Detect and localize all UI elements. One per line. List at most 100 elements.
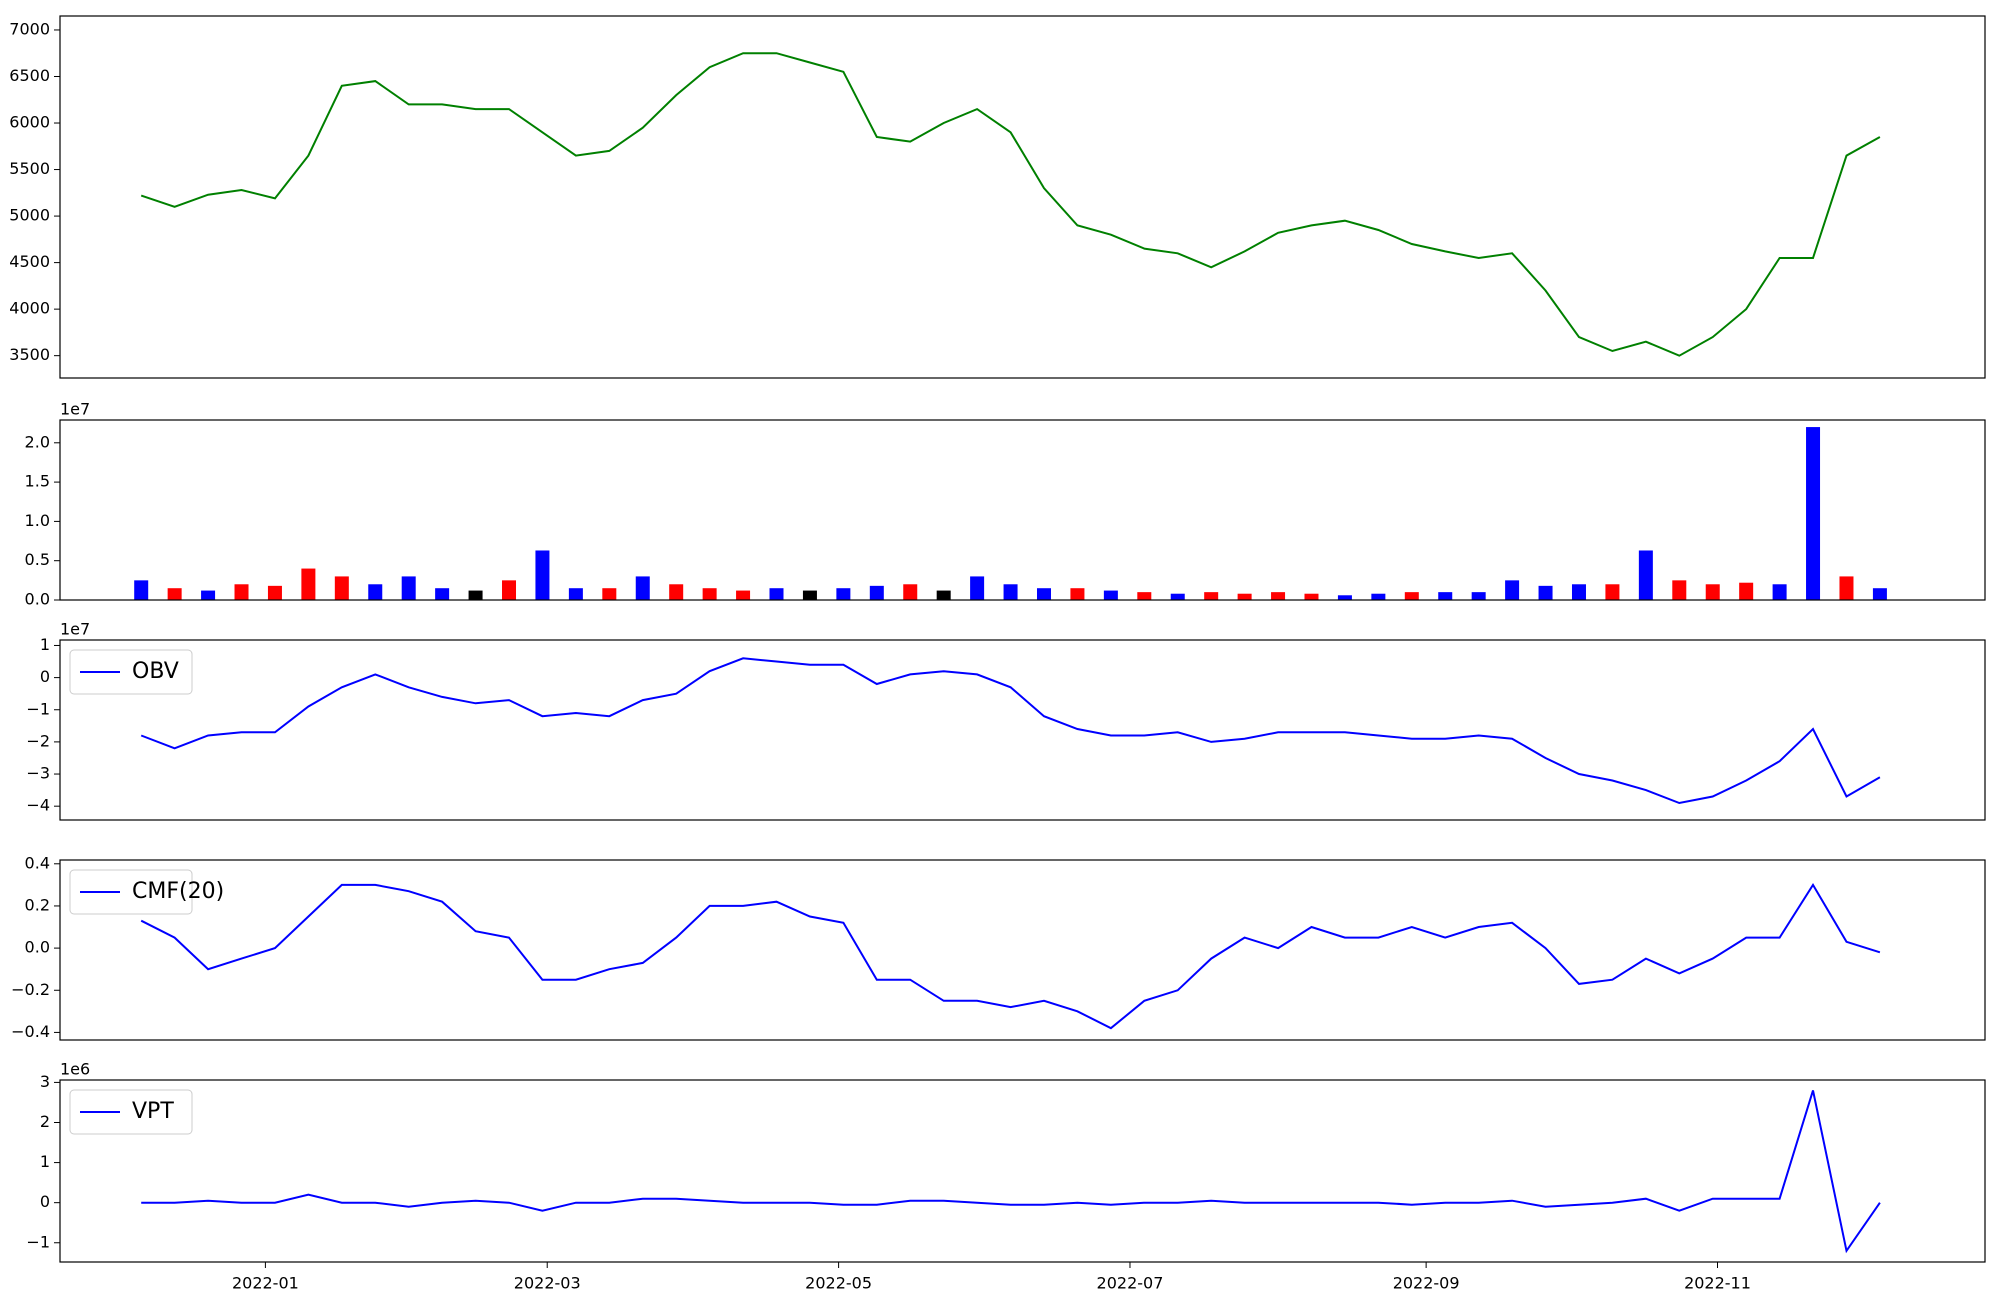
axes-frame [59,639,1986,821]
bar [669,584,684,600]
legend-label: VPT [132,1099,174,1124]
bar [1271,592,1286,600]
y-tick-label: −0.4 [11,1022,50,1041]
line [141,1090,1881,1254]
bar [1371,593,1386,600]
bar [1438,592,1453,600]
bar [134,580,149,600]
bar [1170,593,1185,600]
bar [301,568,316,600]
y-tick-label: 0.2 [25,895,50,914]
bar [1839,576,1854,600]
y-tick-label: 1.0 [25,511,50,530]
bar [702,588,717,600]
bar [869,585,884,600]
bar [802,590,817,600]
bar [602,588,617,600]
y-tick-label: 6500 [9,66,50,85]
bar [1337,595,1352,600]
bar [970,576,985,600]
bar [368,584,383,600]
y-tick-label: 0 [40,1192,50,1211]
x-tick-label: 2022-07 [1097,1274,1164,1293]
x-tick-label: 2022-03 [514,1274,581,1293]
y-tick-label: 3 [40,1072,50,1091]
bar [1705,584,1720,600]
line [140,52,1881,357]
bar [502,580,517,600]
bar [1605,584,1620,600]
y-tick-label: 3500 [9,345,50,364]
y-tick-label: 5000 [9,206,50,225]
y-tick-label: 0.4 [25,853,50,872]
bar [234,584,249,600]
y-tick-label: 1.5 [25,472,50,491]
bar [936,590,951,600]
bar [401,576,416,600]
bar [201,590,216,600]
bar [1471,592,1486,600]
bar [535,550,550,600]
legend-box [69,649,193,695]
bar [1304,593,1319,600]
bar [1739,582,1754,600]
axes-frame [59,859,1986,1041]
bar [435,588,450,600]
y-tick-label: 2.0 [25,432,50,451]
bar [267,585,282,600]
bar [1237,593,1252,600]
bar [1772,584,1787,600]
line [140,657,1881,805]
y-tick-label: 4000 [9,299,50,318]
bar [1003,584,1018,600]
bar [1103,590,1118,600]
y-tick-label: 0.5 [25,550,50,569]
x-tick-label: 2022-05 [805,1274,872,1293]
bar [836,588,851,600]
y-tick-label: 6000 [9,113,50,132]
bar [1638,550,1653,600]
y-tick-label: −4 [26,796,50,815]
bar [167,588,182,600]
bar [568,588,583,600]
y-tick-label: 5500 [9,159,50,178]
offset-label: 1e7 [60,400,90,419]
bar [769,588,784,600]
legend-box [69,869,193,915]
y-tick-label: 1 [40,635,50,654]
legend-label: CMF(20) [132,879,224,904]
y-tick-label: 2 [40,1112,50,1131]
x-tick-label: 2022-01 [232,1274,299,1293]
y-tick-label: 4500 [9,252,50,271]
bar [1404,592,1419,600]
bar [903,584,918,600]
bar [468,590,483,600]
line [140,882,1881,1030]
legend-label: OBV [132,659,179,684]
x-tick-label: 2022-11 [1684,1274,1751,1293]
axes-frame [59,419,1986,601]
legend-box [69,1089,193,1135]
y-tick-label: −0.2 [11,980,50,999]
y-tick-label: −1 [26,1232,50,1251]
offset-label: 1e7 [60,620,90,639]
bar [736,590,751,600]
bar [1571,584,1586,600]
bar [635,576,650,600]
y-tick-label: −1 [26,699,50,718]
bar [1538,585,1553,600]
y-tick-label: 0.0 [25,938,50,957]
axes-frame [59,1079,1986,1263]
x-tick-label: 2022-09 [1393,1274,1460,1293]
bar [1806,427,1821,600]
y-tick-label: 0.0 [25,590,50,609]
y-tick-label: 1 [40,1152,50,1171]
offset-label: 1e6 [60,1060,90,1079]
bar [1672,580,1687,600]
y-tick-label: 7000 [9,19,50,38]
y-tick-label: −3 [26,764,50,783]
bar [1505,580,1520,600]
bar [1070,588,1085,600]
bar [1137,592,1152,600]
